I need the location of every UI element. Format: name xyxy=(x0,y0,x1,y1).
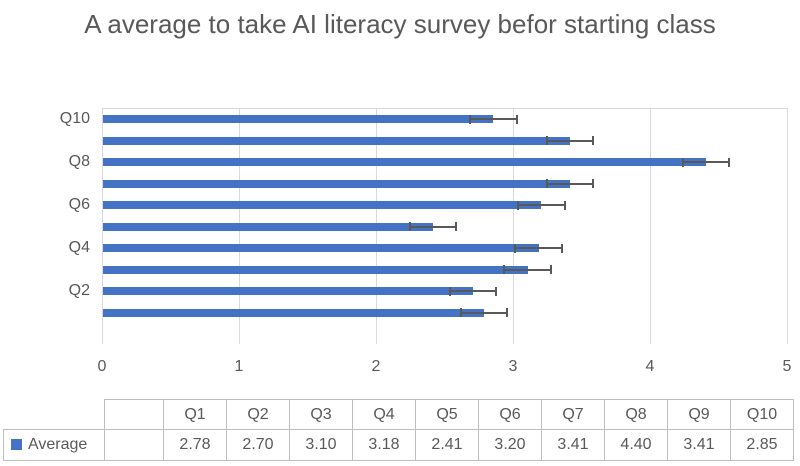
error-bar-cap-plus-Q1 xyxy=(506,308,508,317)
error-bar-cap-plus-Q5 xyxy=(455,222,457,231)
table-header-Q1: Q1 xyxy=(163,399,227,430)
error-bar-Q10 xyxy=(469,118,516,120)
error-bar-cap-plus-Q3 xyxy=(550,265,552,274)
gridline-x-4 xyxy=(650,108,651,344)
table-header-Q3: Q3 xyxy=(289,399,353,430)
error-bar-cap-minus-Q6 xyxy=(517,201,519,210)
data-table: Q1 Q2 Q3 Q4 Q5 Q6 Q7 Q8 Q9 Q10 Average 2.78 2.70 3.10… xyxy=(3,399,794,461)
bar-Q5 xyxy=(103,223,433,231)
table-value-Q1: 2.78 xyxy=(163,429,227,461)
error-bar-cap-plus-Q6 xyxy=(564,201,566,210)
bar-Q4 xyxy=(103,244,539,252)
bar-Q3 xyxy=(103,266,528,274)
legend-cell: Average xyxy=(3,429,105,461)
error-bar-cap-plus-Q2 xyxy=(495,287,497,296)
error-bar-Q2 xyxy=(449,290,496,292)
table-value-Q10: 2.85 xyxy=(730,429,794,461)
table-header-Q2: Q2 xyxy=(226,399,290,430)
table-header-Q7: Q7 xyxy=(541,399,605,430)
error-bar-Q1 xyxy=(460,312,507,314)
legend-swatch-icon xyxy=(11,439,22,450)
table-header-Q8: Q8 xyxy=(604,399,668,430)
table-value-Q2: 2.70 xyxy=(226,429,290,461)
x-axis-tick-label-0: 0 xyxy=(97,358,107,375)
table-header-Q10: Q10 xyxy=(730,399,794,430)
x-axis-tick-label-5: 5 xyxy=(782,358,792,375)
y-axis-label-Q4: Q4 xyxy=(68,239,90,256)
error-bar-cap-minus-Q5 xyxy=(409,222,411,231)
error-bar-cap-plus-Q7 xyxy=(592,179,594,188)
table-header-Q6: Q6 xyxy=(478,399,542,430)
bar-Q2 xyxy=(103,287,473,295)
y-axis-label-Q10: Q10 xyxy=(59,110,90,127)
error-bar-Q9 xyxy=(546,140,593,142)
table-header-blank xyxy=(104,399,164,430)
error-bar-cap-minus-Q2 xyxy=(449,287,451,296)
table-corner-blank xyxy=(3,399,105,430)
error-bar-cap-plus-Q4 xyxy=(561,244,563,253)
bar-Q7 xyxy=(103,180,570,188)
error-bar-Q3 xyxy=(503,269,550,271)
error-bar-cap-minus-Q7 xyxy=(546,179,548,188)
x-axis-tick-label-4: 4 xyxy=(645,358,655,375)
error-bar-Q7 xyxy=(546,183,593,185)
x-axis-tick-label-1: 1 xyxy=(234,358,244,375)
bar-Q6 xyxy=(103,201,541,209)
table-value-Q6: 3.20 xyxy=(478,429,542,461)
x-axis-tick-label-2: 2 xyxy=(371,358,381,375)
error-bar-Q8 xyxy=(682,161,729,163)
error-bar-cap-minus-Q9 xyxy=(546,136,548,145)
error-bar-Q5 xyxy=(409,226,456,228)
gridline-x-3 xyxy=(513,108,514,344)
error-bar-cap-minus-Q10 xyxy=(469,115,471,124)
bar-Q8 xyxy=(103,158,706,166)
table-value-Q8: 4.40 xyxy=(604,429,668,461)
table-value-Q7: 3.41 xyxy=(541,429,605,461)
chart-title: A average to take AI literacy survey bef… xyxy=(84,9,716,39)
error-bar-cap-minus-Q4 xyxy=(514,244,516,253)
error-bar-cap-plus-Q9 xyxy=(592,136,594,145)
table-value-blank xyxy=(104,429,164,461)
table-value-Q3: 3.10 xyxy=(289,429,353,461)
legend-label: Average xyxy=(28,436,88,453)
x-axis-tick-label-3: 3 xyxy=(508,358,518,375)
table-header-Q5: Q5 xyxy=(415,399,479,430)
error-bar-cap-plus-Q10 xyxy=(516,115,518,124)
table-header-Q4: Q4 xyxy=(352,399,416,430)
gridline-x-5 xyxy=(787,108,788,344)
bar-Q1 xyxy=(103,309,484,317)
table-value-Q9: 3.41 xyxy=(667,429,731,461)
error-bar-cap-minus-Q3 xyxy=(503,265,505,274)
error-bar-Q6 xyxy=(517,204,564,206)
error-bar-Q4 xyxy=(514,247,561,249)
error-bar-cap-minus-Q1 xyxy=(460,308,462,317)
table-value-Q5: 2.41 xyxy=(415,429,479,461)
table-header-Q9: Q9 xyxy=(667,399,731,430)
error-bar-cap-plus-Q8 xyxy=(728,158,730,167)
y-axis-label-Q8: Q8 xyxy=(68,153,90,170)
y-axis-label-Q6: Q6 xyxy=(68,196,90,213)
table-value-Q4: 3.18 xyxy=(352,429,416,461)
bar-Q9 xyxy=(103,137,570,145)
plot-area-top-border xyxy=(102,108,788,109)
error-bar-cap-minus-Q8 xyxy=(682,158,684,167)
y-axis-label-Q2: Q2 xyxy=(68,282,90,299)
bar-Q10 xyxy=(103,115,493,123)
gridline-x-0 xyxy=(102,108,103,344)
